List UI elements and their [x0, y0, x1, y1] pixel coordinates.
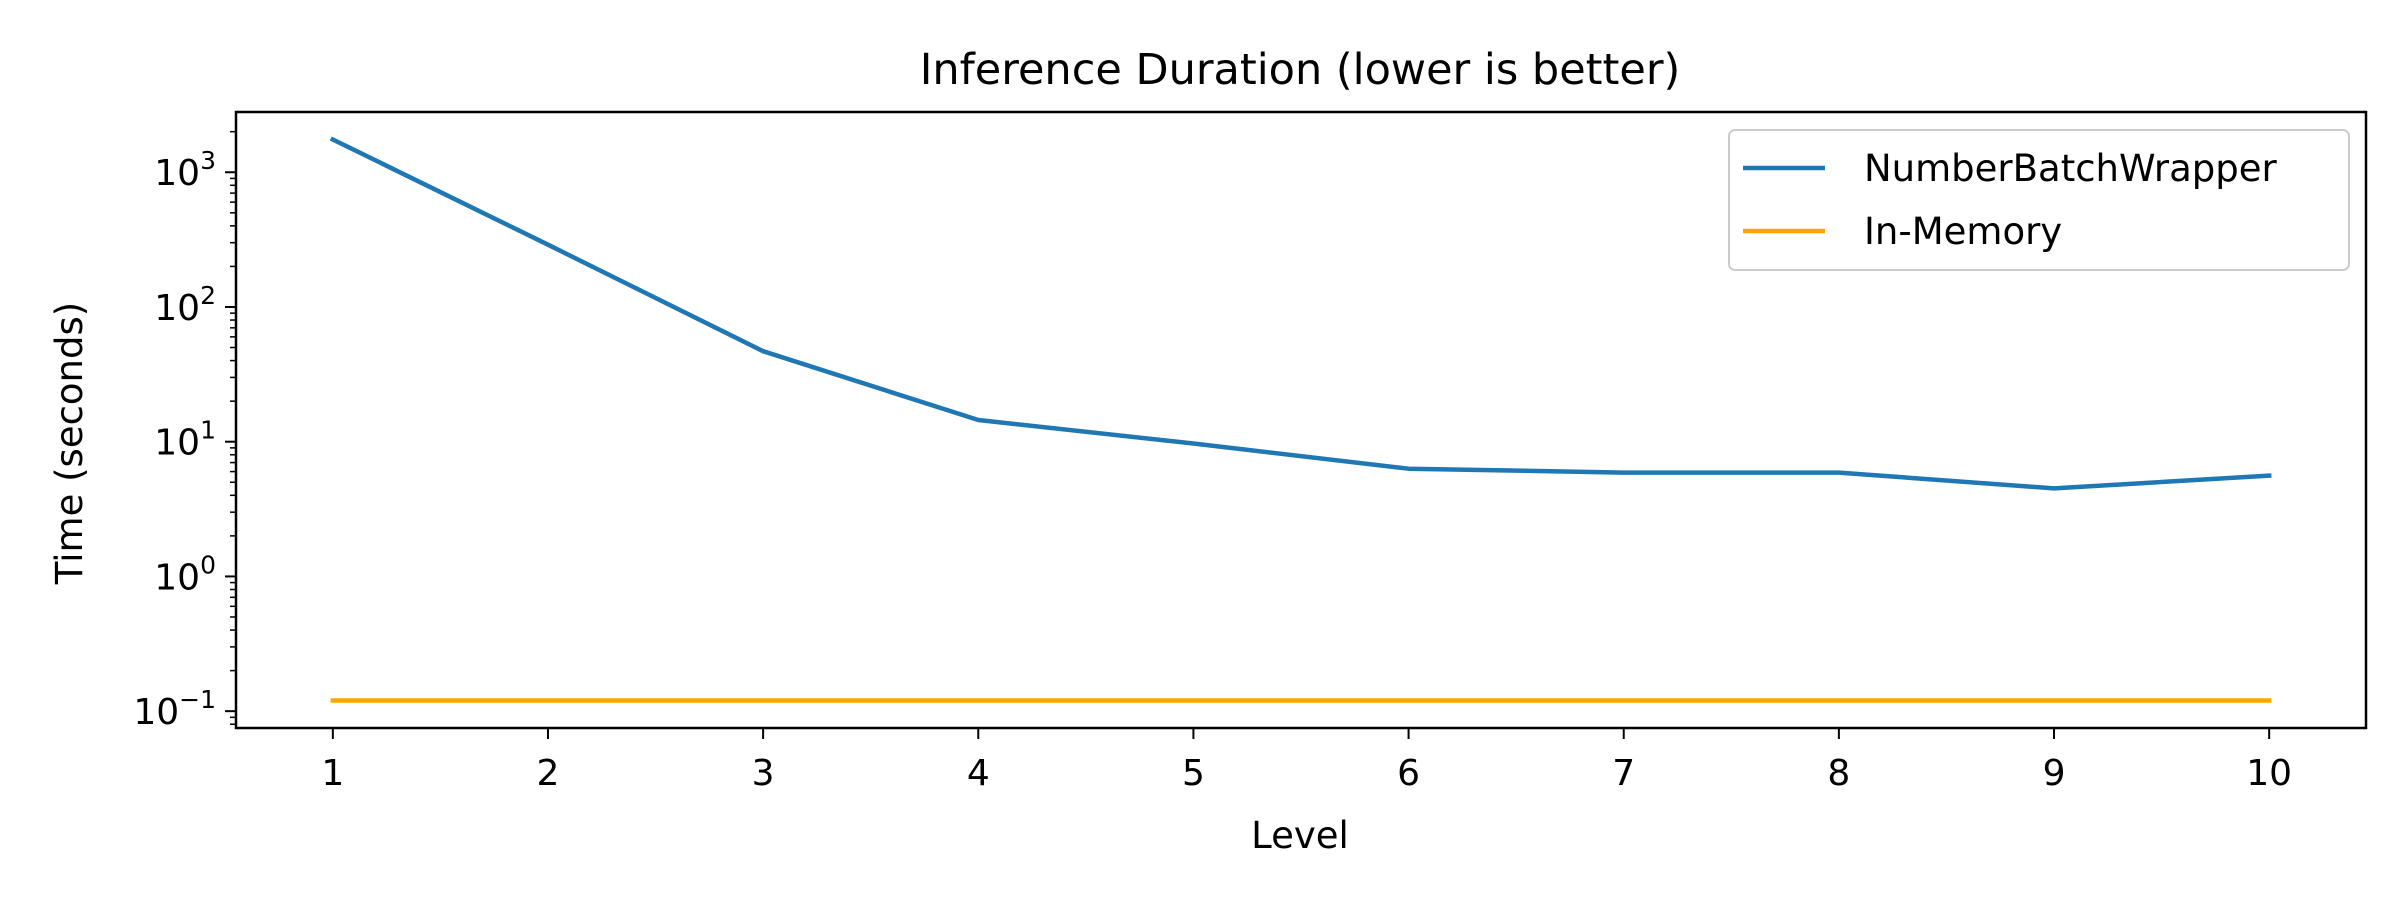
x-tick-label: 7	[1612, 753, 1635, 794]
x-tick-label: 1	[321, 753, 344, 794]
legend-label: NumberBatchWrapper	[1864, 147, 2278, 190]
plot-area	[329, 136, 2272, 703]
x-axis-label: Level	[1251, 814, 1349, 857]
y-tick-label: 103	[154, 146, 216, 194]
y-tick-label: 101	[154, 416, 216, 464]
y-tick-label: 102	[154, 281, 216, 329]
chart-title: Inference Duration (lower is better)	[920, 45, 1681, 95]
x-tick-label: 4	[967, 753, 990, 794]
x-tick-label: 2	[537, 753, 560, 794]
legend-label: In-Memory	[1864, 210, 2062, 253]
x-tick-label: 3	[752, 753, 775, 794]
x-tick-label: 5	[1182, 753, 1205, 794]
axes-frame	[234, 110, 2368, 730]
x-tick-label: 6	[1397, 753, 1420, 794]
legend-box	[1728, 129, 2350, 271]
series-line-numberbatchwrapper	[329, 136, 2272, 491]
y-tick-label: 10−1	[133, 685, 216, 733]
x-tick-label: 10	[2246, 753, 2292, 794]
x-tick-label: 8	[1827, 753, 1850, 794]
x-tick-label: 9	[2043, 753, 2066, 794]
y-tick-label: 100	[154, 550, 216, 598]
legend: NumberBatchWrapper In-Memory	[1728, 129, 2350, 271]
y-axis-label: Time (seconds)	[48, 302, 91, 585]
